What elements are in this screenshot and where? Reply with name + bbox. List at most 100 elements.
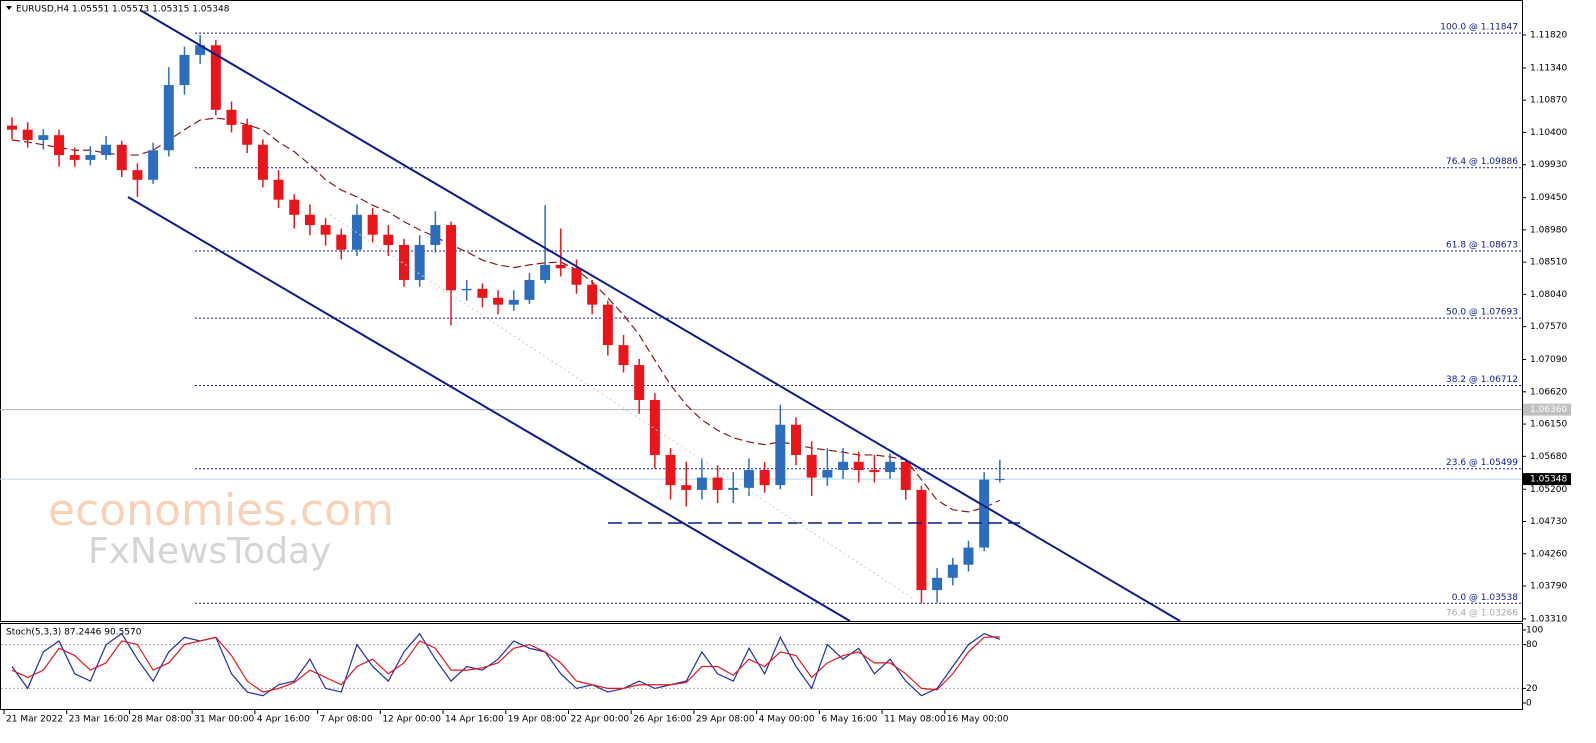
candle-body (54, 135, 65, 156)
x-tick-label: 11 May 08:00 (884, 715, 946, 725)
stoch-frame (0, 623, 1523, 710)
candle-body (775, 424, 786, 486)
y-tick-label: 1.07570 (1530, 322, 1567, 332)
y-tick-label: 1.03310 (1530, 614, 1567, 624)
candle-body (822, 470, 833, 478)
fib-trend (329, 214, 916, 601)
candle-body (351, 214, 362, 250)
y-tick-label: 1.07090 (1530, 355, 1567, 365)
candle-body (304, 214, 315, 226)
y-tick-label: 1.03790 (1530, 582, 1567, 592)
main-frame (0, 0, 1523, 622)
candle-body (132, 170, 143, 180)
fib-label: 23.6 @ 1.05499 (1446, 458, 1518, 468)
candle-body (69, 155, 80, 160)
candle-body (869, 470, 880, 473)
y-tick-label: 1.11820 (1530, 30, 1567, 40)
candle-body (994, 478, 1005, 480)
y-tick-label: 1.08980 (1530, 225, 1567, 235)
candle-body (242, 124, 253, 145)
candle-body (634, 365, 645, 401)
watermark: economies.com (48, 485, 394, 536)
x-tick-label: 31 Mar 00:00 (194, 715, 254, 725)
candle-body (963, 547, 974, 565)
candle-body (273, 179, 284, 200)
x-tick-label: 4 May 00:00 (759, 715, 815, 725)
candle-body (226, 109, 237, 125)
candle-body (257, 144, 268, 180)
candle-body (759, 470, 770, 486)
candle-body (195, 45, 206, 55)
candle-body (587, 284, 598, 305)
stoch-tick-label: 20 (1526, 684, 1538, 694)
stoch-tick-label: 100 (1526, 626, 1543, 636)
candle-body (696, 477, 707, 490)
y-tick-label: 1.04260 (1530, 549, 1567, 559)
y-tick-label: 1.10870 (1530, 96, 1567, 106)
stoch-title: Stoch(5,3,3) 87.2446 90.5570 (6, 628, 142, 638)
candle-body (916, 489, 927, 591)
x-tick-label: 28 Mar 08:00 (131, 715, 191, 725)
candle-body (461, 288, 472, 291)
x-tick-label: 7 Apr 08:00 (320, 715, 373, 725)
y-tick-label: 1.09930 (1530, 160, 1567, 170)
fib-label: 61.8 @ 1.08673 (1446, 240, 1518, 250)
stoch-tick-label: 0 (1526, 699, 1532, 709)
y-tick-label: 1.04730 (1530, 517, 1567, 527)
x-tick-label: 14 Apr 16:00 (445, 715, 504, 725)
channel-upper (139, 9, 1181, 622)
candle-body (885, 461, 896, 473)
candle-body (7, 125, 17, 130)
menu-icon (6, 6, 12, 10)
candle-body (665, 454, 676, 486)
fib-label: 76.4 @ 1.03266 (1446, 609, 1518, 619)
candle-body (602, 304, 613, 346)
fib-label: 38.2 @ 1.06712 (1446, 375, 1518, 385)
candle-body (979, 479, 990, 548)
candle-body (85, 155, 96, 160)
x-tick-label: 29 Apr 08:00 (696, 715, 755, 725)
y-tick-label: 1.06620 (1530, 387, 1567, 397)
x-tick-label: 26 Apr 16:00 (633, 715, 692, 725)
candle-body (806, 454, 817, 478)
y-tick-label: 1.08040 (1530, 290, 1567, 300)
watermark: FxNewsToday (88, 531, 331, 572)
fib-label: 100.0 @ 1.11847 (1440, 23, 1518, 33)
candle-body (932, 577, 943, 591)
price-box (1523, 403, 1571, 416)
x-tick-label: 23 Mar 16:00 (69, 715, 129, 725)
candle-body (947, 564, 958, 578)
channel-lower (127, 196, 851, 622)
x-tick-label: 4 Apr 16:00 (257, 715, 310, 725)
candle-body (383, 234, 394, 245)
candle-body (900, 461, 911, 490)
candle-body (399, 244, 409, 280)
candle-body (163, 85, 174, 151)
candle-body (493, 297, 504, 305)
candle-body (210, 45, 221, 110)
y-tick-label: 1.06150 (1530, 420, 1567, 430)
candle-body (38, 135, 49, 140)
y-tick-label: 1.05200 (1530, 485, 1567, 495)
candle-body (571, 268, 582, 285)
symbol-header: EURUSD,H4 1.05551 1.05573 1.05315 1.0534… (16, 5, 230, 15)
price-marker-label: 1.06360 (1530, 405, 1567, 415)
y-tick-label: 1.08510 (1530, 258, 1567, 268)
price-box (1523, 473, 1571, 486)
candle-body (179, 54, 190, 86)
stoch-line (11, 636, 1000, 693)
candle-body (336, 234, 347, 250)
x-tick-label: 22 Apr 00:00 (570, 715, 629, 725)
y-tick-label: 1.05680 (1530, 452, 1567, 462)
x-tick-label: 16 May 00:00 (947, 715, 1009, 725)
candle-body (367, 214, 378, 235)
candle-body (430, 225, 441, 245)
x-tick-label: 12 Apr 00:00 (382, 715, 441, 725)
candle-body (791, 424, 801, 455)
x-tick-label: 19 Apr 08:00 (508, 715, 567, 725)
candle-body (446, 225, 457, 291)
candle-body (743, 470, 754, 488)
candle-body (508, 299, 519, 305)
